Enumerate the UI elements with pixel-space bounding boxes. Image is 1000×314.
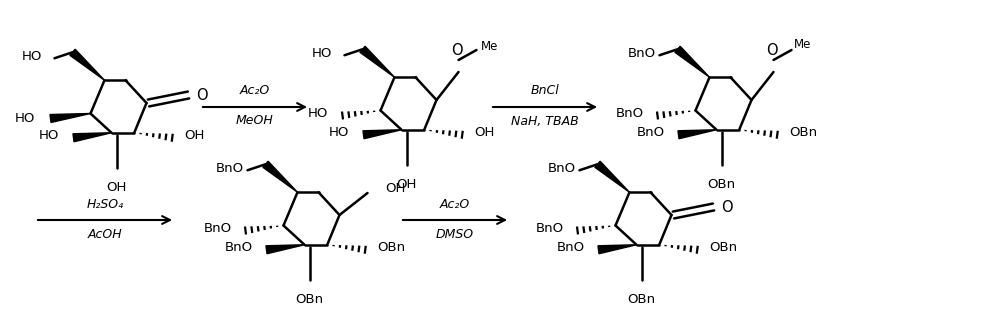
Text: BnO: BnO xyxy=(627,47,656,60)
Text: O: O xyxy=(451,43,462,58)
Text: OH: OH xyxy=(474,126,495,139)
Polygon shape xyxy=(678,130,716,139)
Polygon shape xyxy=(263,161,298,192)
Text: HO: HO xyxy=(22,50,42,63)
Text: BnCl: BnCl xyxy=(531,84,559,98)
Text: OH: OH xyxy=(184,129,205,142)
Text: MeOH: MeOH xyxy=(236,115,274,127)
Polygon shape xyxy=(675,46,710,77)
Text: BnO: BnO xyxy=(556,241,584,254)
Text: OH: OH xyxy=(386,181,406,194)
Text: AcOH: AcOH xyxy=(88,228,122,241)
Text: BnO: BnO xyxy=(224,241,252,254)
Text: OBn: OBn xyxy=(709,241,737,254)
Polygon shape xyxy=(595,161,630,192)
Text: HO: HO xyxy=(39,129,60,142)
Text: Me: Me xyxy=(480,40,498,52)
Text: BnO: BnO xyxy=(636,126,664,139)
Text: OH: OH xyxy=(106,181,127,194)
Polygon shape xyxy=(363,130,402,139)
Text: BnO: BnO xyxy=(547,162,576,175)
Text: OBn: OBn xyxy=(789,126,817,139)
Text: OBn: OBn xyxy=(377,241,405,254)
Text: H₂SO₄: H₂SO₄ xyxy=(86,198,124,210)
Text: Ac₂O: Ac₂O xyxy=(240,84,270,98)
Text: OBn: OBn xyxy=(627,293,656,306)
Polygon shape xyxy=(50,113,90,122)
Text: Ac₂O: Ac₂O xyxy=(440,198,470,210)
Text: Me: Me xyxy=(794,37,811,51)
Text: HO: HO xyxy=(329,126,350,139)
Text: BnO: BnO xyxy=(615,107,644,120)
Text: O: O xyxy=(766,43,777,58)
Polygon shape xyxy=(266,245,304,254)
Polygon shape xyxy=(360,46,394,77)
Polygon shape xyxy=(598,245,637,254)
Text: O: O xyxy=(196,88,208,102)
Text: OH: OH xyxy=(396,178,417,191)
Text: OBn: OBn xyxy=(707,178,736,191)
Text: O: O xyxy=(722,199,733,214)
Text: OBn: OBn xyxy=(295,293,324,306)
Polygon shape xyxy=(73,133,112,142)
Text: BnO: BnO xyxy=(215,162,244,175)
Text: HO: HO xyxy=(15,112,36,125)
Text: NaH, TBAB: NaH, TBAB xyxy=(511,115,579,127)
Text: BnO: BnO xyxy=(535,222,564,235)
Text: HO: HO xyxy=(312,47,332,60)
Text: DMSO: DMSO xyxy=(436,228,474,241)
Polygon shape xyxy=(70,49,104,80)
Text: BnO: BnO xyxy=(203,222,232,235)
Text: HO: HO xyxy=(308,107,328,120)
